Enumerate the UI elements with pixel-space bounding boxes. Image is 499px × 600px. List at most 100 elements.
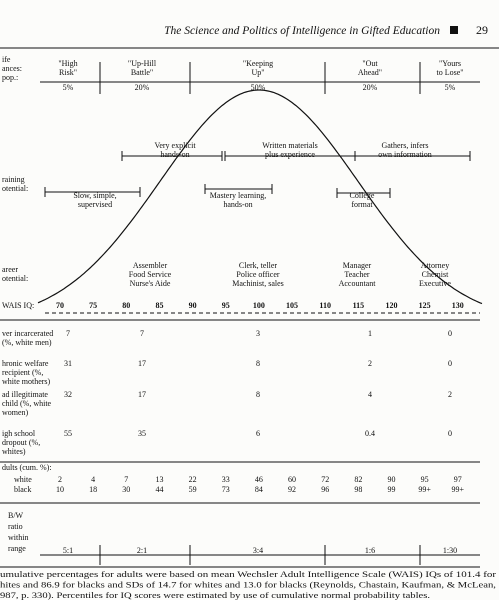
iq-tick: 80 (122, 301, 130, 310)
iq-tick: 125 (419, 301, 431, 310)
cum-value: 59 (189, 485, 197, 494)
row-value: 2 (448, 390, 452, 399)
cum-value: 98 (354, 485, 362, 494)
group-pct: 20% (363, 83, 378, 92)
cum-value: 60 (288, 475, 296, 484)
iq-tick: 95 (222, 301, 230, 310)
cum-value: 46 (255, 475, 263, 484)
training-item: College (350, 191, 375, 200)
ratio-value: 5:1 (63, 546, 73, 555)
career-item: Nurse's Aide (130, 279, 171, 288)
row-label: within (8, 533, 28, 542)
row-value: 17 (138, 390, 146, 399)
cum-value: 90 (388, 475, 396, 484)
iq-tick: 75 (89, 301, 97, 310)
group-name: "Out (362, 59, 378, 68)
bell-curve (37, 89, 483, 305)
row-label: ad illegitimate (2, 390, 48, 399)
group-name: Up" (251, 68, 264, 77)
row-label: women) (2, 408, 29, 417)
cum-value: 95 (421, 475, 429, 484)
cum-value: 82 (354, 475, 362, 484)
row-label: range (8, 544, 26, 553)
cum-value: 99+ (452, 485, 465, 494)
cum-value: 18 (89, 485, 97, 494)
training-item: Slow, simple, (73, 191, 116, 200)
row-label: hronic welfare (2, 359, 49, 368)
career-item: Police officer (236, 270, 280, 279)
footnote: hites and 86.9 for blacks and SDs of 14.… (0, 581, 496, 590)
training-item: Written materials (262, 141, 317, 150)
career-item: Manager (343, 261, 372, 270)
row-value: 2 (368, 359, 372, 368)
group-name: to Lose" (436, 68, 463, 77)
row-label: (%, white men) (2, 338, 52, 347)
row-value: 7 (140, 329, 144, 338)
group-name: "Yours (439, 59, 461, 68)
row-label: ratio (8, 522, 23, 531)
cum-value: 4 (91, 475, 95, 484)
training-item: Gathers, infers (381, 141, 428, 150)
row-value: 3 (256, 329, 260, 338)
ratio-value: 3:4 (253, 546, 263, 555)
row-label: black (14, 485, 31, 494)
ratio-value: 1:30 (443, 546, 457, 555)
cum-value: 96 (321, 485, 329, 494)
row-label: dults (cum. %): (2, 463, 52, 472)
cum-value: 84 (255, 485, 263, 494)
iq-tick: 70 (56, 301, 64, 310)
row-value: 4 (368, 390, 372, 399)
footnote: umulative percentages for adults were ba… (0, 570, 496, 579)
group-pct: 20% (135, 83, 150, 92)
row-value: 0 (448, 359, 452, 368)
running-title: The Science and Politics of Intelligence… (164, 25, 440, 37)
row-value: 8 (256, 359, 260, 368)
group-name: Battle" (131, 68, 153, 77)
training-item: Very explicit (154, 141, 196, 150)
side-label: areer (2, 265, 18, 274)
row-value: 17 (138, 359, 146, 368)
training-item: hands-on (223, 200, 252, 209)
group-name: "High (58, 59, 77, 68)
page-number: 29 (476, 23, 488, 37)
group-pct: 5% (63, 83, 74, 92)
career-item: Machinist, sales (232, 279, 284, 288)
career-item: Attorney (421, 261, 449, 270)
iq-tick: 105 (286, 301, 298, 310)
career-item: Clerk, teller (239, 261, 278, 270)
cum-value: 33 (222, 475, 230, 484)
training-item: format (351, 200, 373, 209)
side-label: ances: (2, 64, 22, 73)
group-name: Ahead" (358, 68, 382, 77)
training-item: own information (378, 150, 432, 159)
group-pct: 5% (445, 83, 456, 92)
iq-tick: 120 (386, 301, 398, 310)
iq-tick: 110 (319, 301, 331, 310)
row-label: ver incarcerated (2, 329, 53, 338)
ratio-value: 2:1 (137, 546, 147, 555)
cum-value: 99+ (418, 485, 431, 494)
side-label: ife (2, 55, 11, 64)
cum-value: 30 (122, 485, 130, 494)
cum-value: 44 (155, 485, 163, 494)
career-item: Accountant (339, 279, 377, 288)
cum-value: 73 (222, 485, 230, 494)
career-item: Executive (419, 279, 451, 288)
row-value: 55 (64, 429, 72, 438)
cum-value: 99 (388, 485, 396, 494)
iq-tick: 90 (189, 301, 197, 310)
cum-value: 7 (124, 475, 128, 484)
row-label: whites) (2, 447, 26, 456)
cum-value: 10 (56, 485, 64, 494)
training-item: supervised (78, 200, 112, 209)
training-item: hands-on (160, 150, 189, 159)
row-value: 0.4 (365, 429, 375, 438)
cum-value: 13 (155, 475, 163, 484)
cum-value: 72 (321, 475, 329, 484)
side-label: raining (2, 175, 25, 184)
row-value: 32 (64, 390, 72, 399)
ratio-value: 1:6 (365, 546, 375, 555)
iq-tick: 130 (452, 301, 464, 310)
